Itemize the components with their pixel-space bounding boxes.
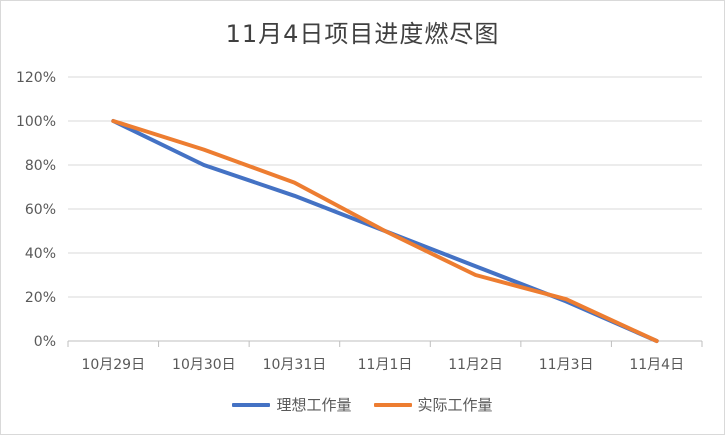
x-axis-ticks: 10月29日 10月30日 10月31日 11月1日 11月2日 11月3日 11月4日 <box>67 341 703 373</box>
y-tick-label: 80% <box>25 158 56 174</box>
legend-swatch-actual <box>373 402 412 407</box>
y-axis-ticks: 0% 20% 40% 60% 80% 100% 120% <box>16 70 56 350</box>
y-tick-label: 20% <box>25 290 56 306</box>
x-tick-label: 11月4日 <box>629 357 684 373</box>
y-tick-label: 120% <box>16 70 56 86</box>
y-tick-label: 0% <box>34 334 56 350</box>
legend-label-ideal: 理想工作量 <box>276 396 352 414</box>
legend-item-actual[interactable]: 实际工作量 <box>373 394 493 415</box>
y-tick-label: 100% <box>16 114 56 130</box>
legend-item-ideal[interactable]: 理想工作量 <box>232 394 352 415</box>
chart-title: 11月4日项目进度燃尽图 <box>225 20 500 48</box>
y-tick-label: 60% <box>25 202 56 218</box>
x-tick-label: 11月3日 <box>539 357 594 373</box>
x-tick-label: 10月29日 <box>81 357 145 373</box>
legend: 理想工作量 实际工作量 <box>0 394 725 415</box>
x-tick-label: 11月2日 <box>448 357 503 373</box>
series-line-1 <box>111 119 659 343</box>
gridlines <box>68 76 702 342</box>
legend-swatch-ideal <box>232 402 271 407</box>
series-lines <box>111 119 659 343</box>
y-tick-label: 40% <box>25 246 56 262</box>
legend-label-actual: 实际工作量 <box>417 396 493 414</box>
x-tick-label: 10月31日 <box>263 357 327 373</box>
x-tick-label: 11月1日 <box>358 357 413 373</box>
x-tick-label: 10月30日 <box>172 357 236 373</box>
